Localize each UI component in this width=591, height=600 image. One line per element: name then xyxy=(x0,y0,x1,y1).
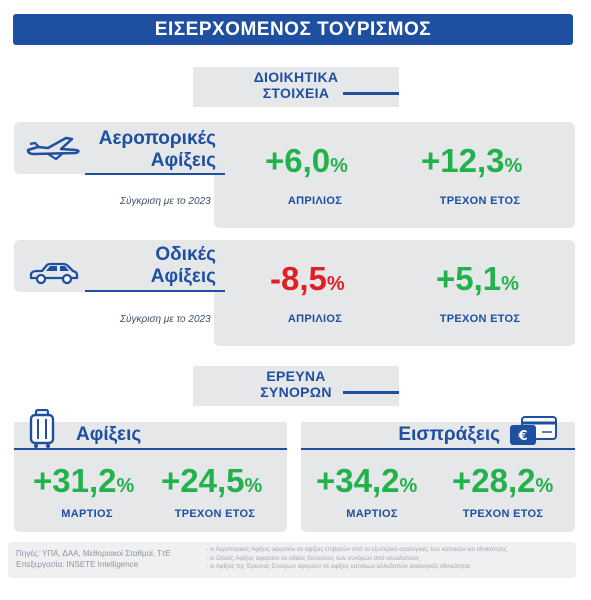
road-ytd-label: ΤΡΕΧΟΝ ΕΤΟΣ xyxy=(439,313,521,325)
survey-arrivals-card xyxy=(14,422,287,532)
survey-receipts-title: Εισπράξεις xyxy=(398,424,500,445)
road-april-label: ΑΠΡΙΛΙΟΣ xyxy=(287,313,343,325)
footer-notes: - οι Αεροπορικές Αφίξεις αφορούν σε αφίξ… xyxy=(206,546,507,572)
receipts-ytd-label: ΤΡΕΧΟΝ ΕΤΟΣ xyxy=(462,508,544,520)
air-april-label: ΑΠΡΙΛΙΟΣ xyxy=(287,195,343,207)
air-title-line2: Αφίξεις xyxy=(150,150,216,171)
footer-sources: Πηγές: ΥΠΑ, ΔΑΑ, Μεθοριακοί Σταθμοί, ΤτΕ… xyxy=(16,548,171,570)
survey-section-heading: ΕΡΕΥΝΑ ΣΥΝΟΡΩΝ xyxy=(193,366,399,406)
air-april-value: +6,0% xyxy=(265,142,348,179)
road-ytd-value: +5,1% xyxy=(436,260,519,297)
admin-section-heading: ΔΙΟΙΚΗΤΙΚΑ ΣΤΟΙΧΕΙΑ xyxy=(193,67,399,107)
air-compare-caption: Σύγκριση με το 2023 xyxy=(120,196,211,207)
road-compare-caption: Σύγκριση με το 2023 xyxy=(120,314,211,325)
air-title: Αεροπορικές Αφίξεις xyxy=(90,128,216,172)
receipts-ytd-value: +28,2% xyxy=(452,462,554,499)
survey-arrivals-title: Αφίξεις xyxy=(76,424,142,445)
credit-card-icon: € xyxy=(510,416,557,445)
footer-note-1: - οι Αεροπορικές Αφίξεις αφορούν σε αφίξ… xyxy=(206,547,507,553)
svg-text:€: € xyxy=(517,429,527,444)
page-title: ΕΙΣΕΡΧΟΜΕΝΟΣ ΤΟΥΡΙΣΜΟΣ xyxy=(13,14,573,45)
admin-heading-line2: ΣΤΟΙΧΕΙΑ xyxy=(262,85,330,101)
survey-heading-line1: ΕΡΕΥΝΑ xyxy=(266,368,326,384)
arrivals-march-value: +31,2% xyxy=(33,462,135,499)
air-ytd-value: +12,3% xyxy=(421,142,523,179)
footer-sources-line: Πηγές: ΥΠΑ, ΔΑΑ, Μεθοριακοί Σταθμοί, ΤτΕ xyxy=(16,549,171,558)
airplane-icon xyxy=(26,136,80,160)
road-values-card xyxy=(214,240,575,346)
footer: Πηγές: ΥΠΑ, ΔΑΑ, Μεθοριακοί Σταθμοί, ΤτΕ… xyxy=(8,542,576,578)
road-title-line1: Οδικές xyxy=(155,244,216,265)
air-title-line1: Αεροπορικές xyxy=(98,128,216,149)
receipts-march-value: +34,2% xyxy=(316,462,418,499)
survey-heading-line2: ΣΥΝΟΡΩΝ xyxy=(260,384,332,400)
air-ytd-label: ΤΡΕΧΟΝ ΕΤΟΣ xyxy=(439,195,521,207)
admin-heading-line1: ΔΙΟΙΚΗΤΙΚΑ xyxy=(253,69,339,85)
receipts-march-label: ΜΑΡΤΙΟΣ xyxy=(346,508,398,520)
road-april-value: -8,5% xyxy=(270,260,345,297)
footer-note-3: - οι Αφίξεις της Έρευνας Συνόρων αφορούν… xyxy=(206,564,472,570)
road-title: Οδικές Αφίξεις xyxy=(90,244,216,288)
arrivals-ytd-value: +24,5% xyxy=(161,462,263,499)
suitcase-icon xyxy=(29,409,55,448)
footer-processing-line: Επεξεργασία: INSETE Intelligence xyxy=(16,560,139,569)
arrivals-march-label: ΜΑΡΤΙΟΣ xyxy=(61,508,113,520)
air-values-card xyxy=(214,122,575,228)
footer-note-2: - οι Οδικές Αφίξεις αφορούν σε οδικές δι… xyxy=(206,555,420,562)
road-title-line2: Αφίξεις xyxy=(150,266,216,287)
road-title-card xyxy=(14,240,224,292)
arrivals-ytd-label: ΤΡΕΧΟΝ ΕΤΟΣ xyxy=(174,508,256,520)
car-icon xyxy=(29,262,79,285)
